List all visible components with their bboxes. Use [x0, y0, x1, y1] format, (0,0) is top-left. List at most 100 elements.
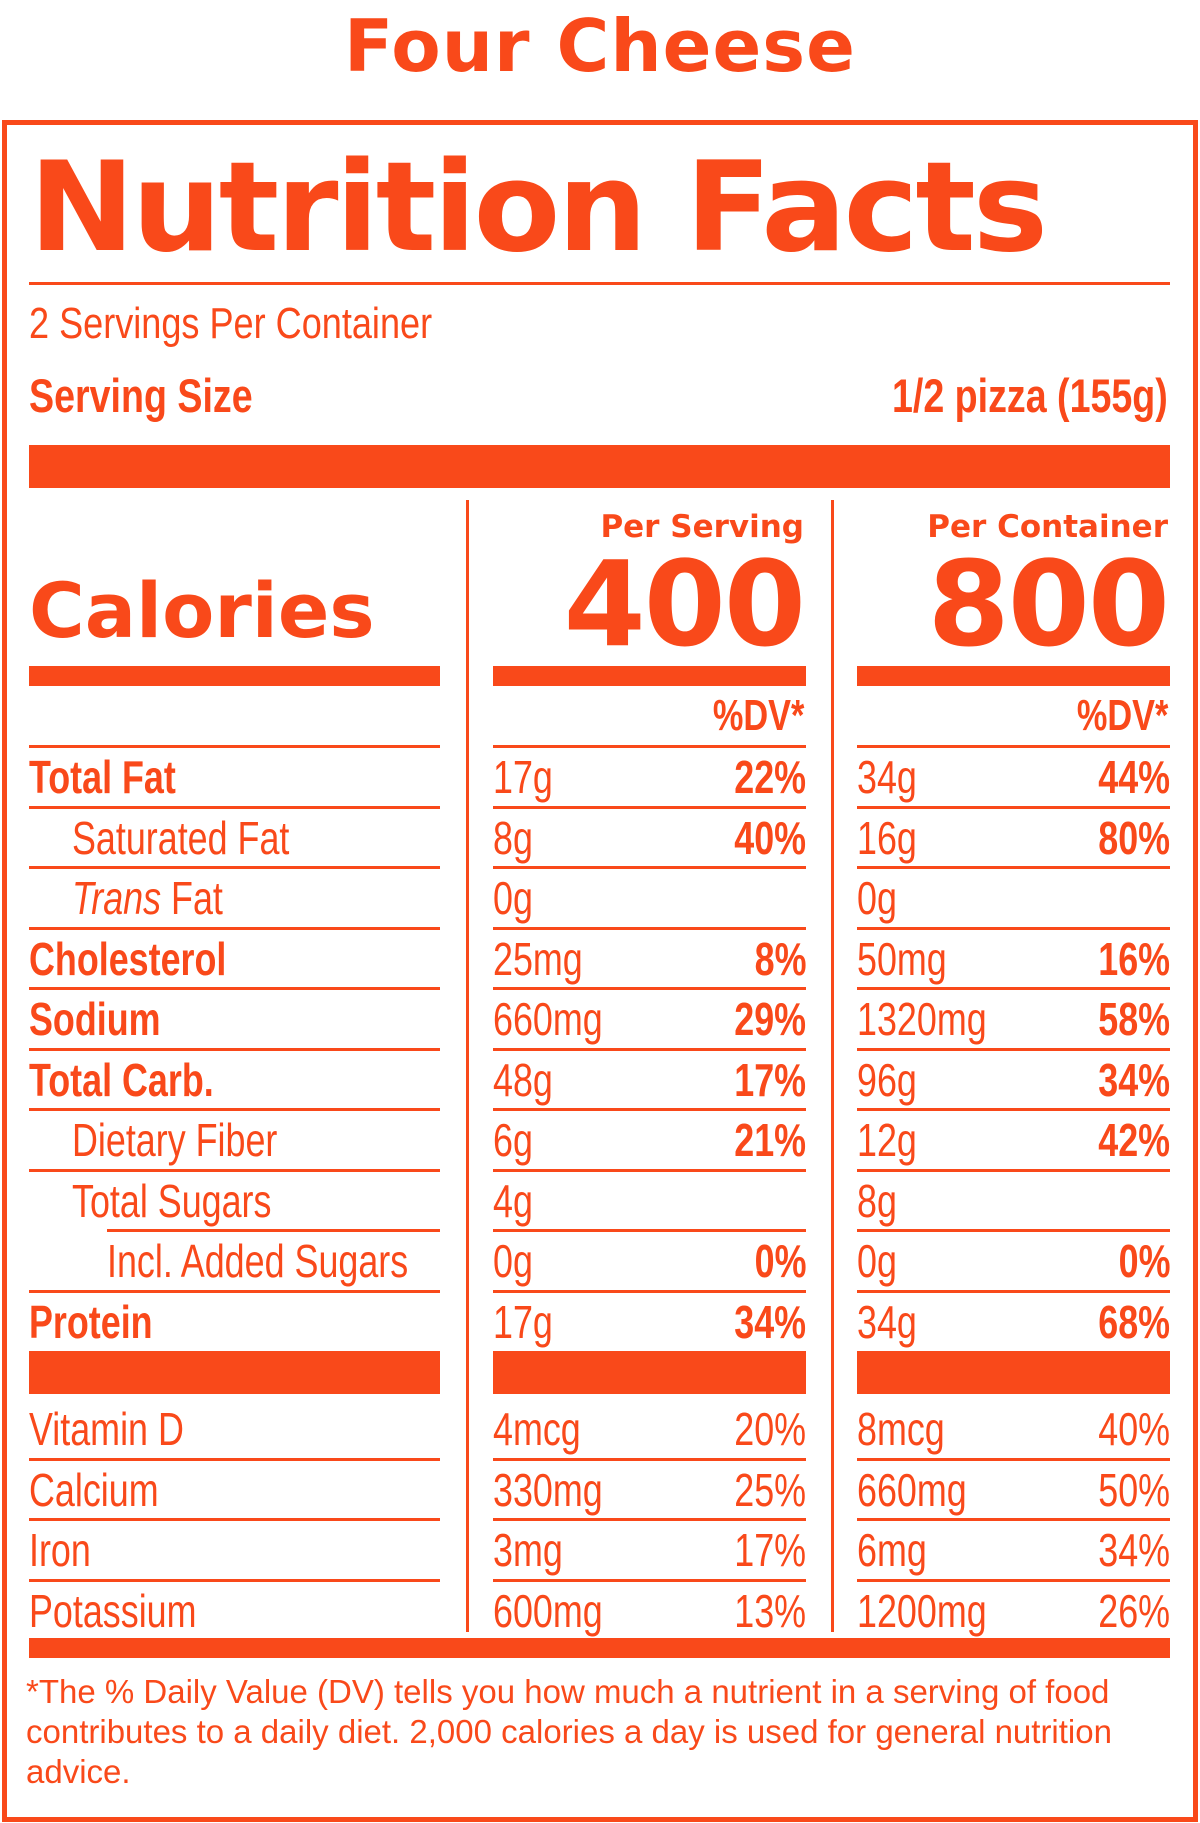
container-amount: 660mg	[857, 1463, 967, 1516]
serving-dv: 17%	[734, 1524, 806, 1576]
container-amount: 0g	[857, 872, 897, 924]
serving-amount: 660mg	[493, 993, 603, 1045]
row-divider	[857, 1289, 1170, 1293]
row-divider	[29, 1457, 440, 1461]
serving-dv: 20%	[734, 1403, 806, 1455]
row-divider	[493, 866, 806, 869]
container-amount: 12g	[857, 1114, 917, 1166]
container-dv: 58%	[1098, 993, 1170, 1045]
serving-dv: 34%	[734, 1295, 806, 1348]
per-container-header: Per Container	[927, 509, 1168, 545]
container-dv: 44%	[1098, 751, 1170, 803]
calories-per-container-value: 800	[927, 535, 1170, 673]
nutrient-row: Total Carb. 48g 17% 96g 34%	[0, 1050, 1200, 1110]
nutrient-name: Sodium	[29, 993, 161, 1045]
row-divider	[29, 1578, 440, 1582]
container-amount: 6mg	[857, 1524, 927, 1576]
row-divider	[29, 1518, 440, 1521]
serving-dv: 22%	[734, 751, 806, 803]
container-dv: 40%	[1098, 1403, 1170, 1455]
serving-dv: 40%	[734, 811, 806, 864]
row-divider	[857, 1229, 1170, 1232]
dv-header-serving: %DV*	[712, 691, 804, 740]
row-divider	[493, 1108, 806, 1111]
row-divider	[857, 745, 1170, 748]
vitamin-row: Calcium 330mg 25% 660mg 50%	[0, 1460, 1200, 1520]
serving-dv: 21%	[734, 1114, 806, 1166]
nutrient-row: Total Fat 17g 22% 34g 44%	[0, 747, 1200, 807]
row-divider	[857, 1457, 1170, 1461]
dv-header-container: %DV*	[1076, 691, 1168, 740]
row-divider	[29, 1289, 440, 1293]
calories-bar-label	[29, 666, 440, 686]
row-divider	[857, 1168, 1170, 1172]
serving-dv: 13%	[734, 1584, 806, 1637]
row-divider	[493, 987, 806, 990]
nutrient-row: Saturated Fat 8g 40% 16g 80%	[0, 808, 1200, 868]
row-divider	[857, 1578, 1170, 1582]
column-divider-left	[466, 500, 469, 1632]
per-serving-header: Per Serving	[600, 509, 804, 545]
serving-amount: 0g	[493, 1235, 533, 1287]
row-divider	[493, 926, 806, 930]
serving-dv: 17%	[734, 1053, 806, 1106]
nutrient-name-italic: Trans	[72, 872, 162, 924]
row-divider	[493, 805, 806, 809]
row-divider	[29, 745, 440, 748]
serving-amount: 4g	[493, 1174, 533, 1227]
vitamin-name: Calcium	[29, 1463, 159, 1516]
serving-size-label: Serving Size	[29, 369, 253, 422]
row-divider	[493, 1289, 806, 1293]
product-title: Four Cheese	[343, 4, 856, 88]
serving-dv: 8%	[754, 932, 806, 985]
nutrition-label-frame	[2, 120, 1198, 1822]
row-divider	[857, 926, 1170, 930]
nutrient-row: Total Sugars 4g 8g	[0, 1171, 1200, 1231]
nutrient-row: Sodium 660mg 29% 1320mg 58%	[0, 989, 1200, 1049]
row-divider	[493, 745, 806, 748]
vitamin-name: Vitamin D	[29, 1403, 184, 1455]
vitamin-bar-label	[29, 1351, 440, 1394]
nutrient-name: Trans Fat	[72, 872, 223, 924]
nutrient-name: Total Carb.	[29, 1053, 214, 1106]
row-divider	[29, 1108, 440, 1111]
serving-amount: 330mg	[493, 1463, 603, 1516]
nutrient-name: Protein	[29, 1295, 153, 1348]
vitamin-name: Potassium	[29, 1584, 197, 1637]
row-divider	[857, 987, 1170, 990]
nutrient-name: Saturated Fat	[72, 811, 290, 864]
nutrient-row: Trans Fat 0g 0g	[0, 868, 1200, 928]
row-divider	[29, 866, 440, 869]
serving-size-value: 1/2 pizza (155g)	[892, 369, 1168, 422]
row-divider	[29, 805, 440, 809]
container-dv: 68%	[1098, 1295, 1170, 1348]
container-dv: 80%	[1098, 811, 1170, 864]
container-dv: 34%	[1098, 1053, 1170, 1106]
calories-per-serving-value: 400	[563, 535, 806, 673]
nutrient-row: Protein 17g 34% 34g 68%	[0, 1292, 1200, 1352]
container-dv: 16%	[1098, 932, 1170, 985]
servings-per-container: 2 Servings Per Container	[29, 299, 433, 348]
row-divider	[29, 1047, 440, 1051]
row-divider	[29, 1168, 440, 1172]
container-amount: 96g	[857, 1053, 917, 1106]
serving-amount: 17g	[493, 751, 553, 803]
serving-dv: 0%	[754, 1235, 806, 1287]
nutrient-row: Incl. Added Sugars 0g 0% 0g 0%	[0, 1231, 1200, 1291]
container-amount: 1200mg	[857, 1584, 987, 1637]
nutrient-name: Dietary Fiber	[72, 1114, 278, 1166]
row-divider	[857, 805, 1170, 809]
serving-amount: 0g	[493, 872, 533, 924]
row-divider	[493, 1168, 806, 1172]
vitamin-row: Vitamin D 4mcg 20% 8mcg 40%	[0, 1399, 1200, 1459]
serving-amount: 6g	[493, 1114, 533, 1166]
calories-bar-container	[857, 666, 1170, 686]
container-amount: 1320mg	[857, 993, 987, 1045]
nutrient-row: Cholesterol 25mg 8% 50mg 16%	[0, 929, 1200, 989]
row-divider	[493, 1229, 806, 1232]
row-divider	[29, 987, 440, 990]
container-amount: 0g	[857, 1235, 897, 1287]
vitamin-bar-container	[857, 1351, 1170, 1394]
nutrient-name: Total Fat	[29, 751, 176, 803]
nutrient-name: Incl. Added Sugars	[107, 1235, 409, 1287]
